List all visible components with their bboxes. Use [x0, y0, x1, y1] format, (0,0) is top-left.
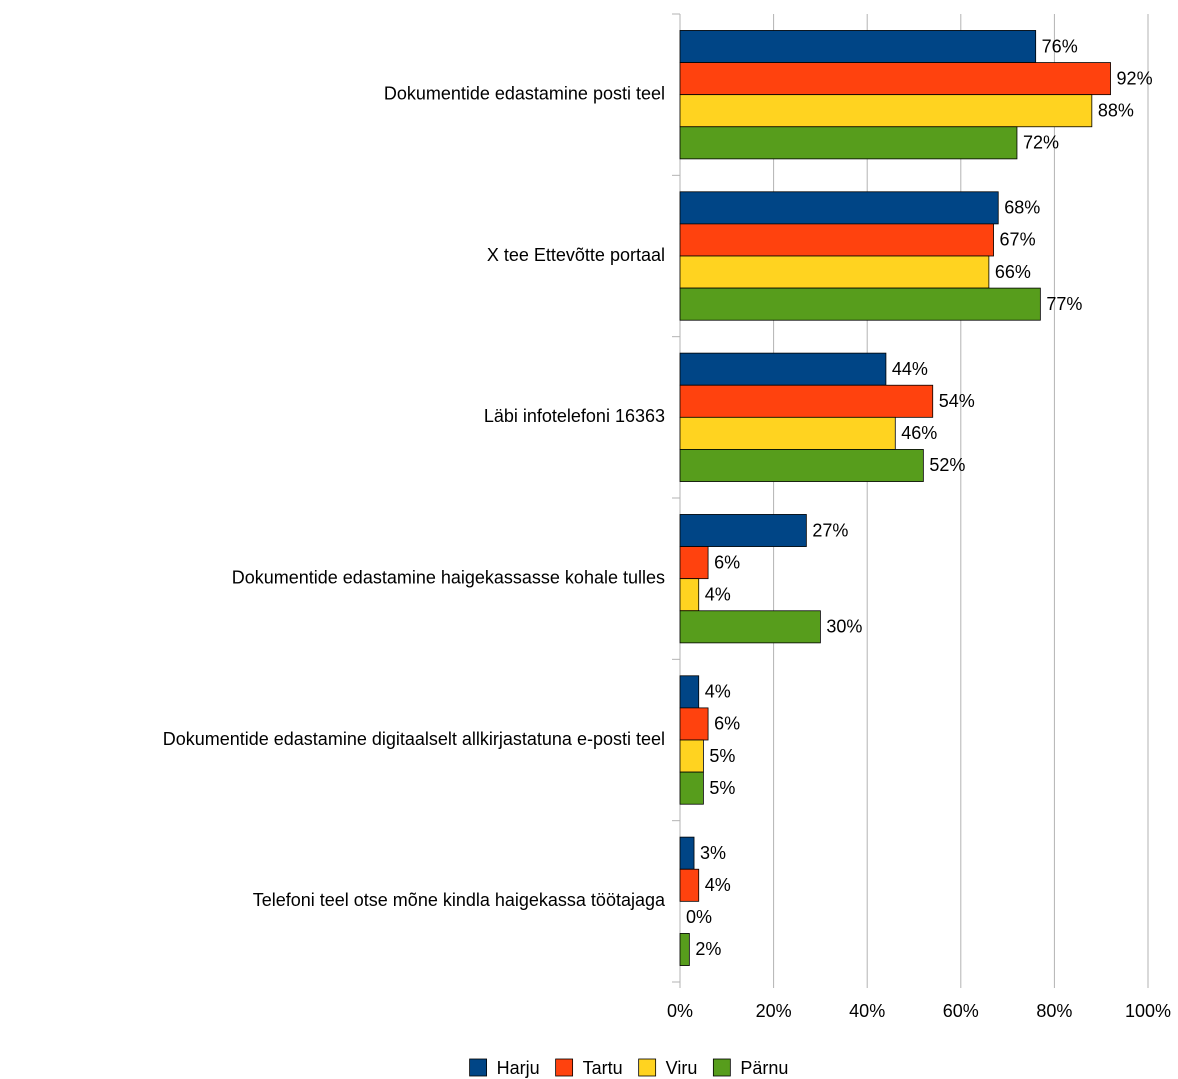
bar: [679, 416, 896, 450]
bar: [679, 739, 704, 773]
bar: [679, 384, 934, 418]
legend-item: Tartu: [555, 1058, 623, 1078]
legend-item: Harju: [469, 1058, 540, 1078]
data-label: 4%: [705, 584, 731, 604]
legend-swatch: [469, 1058, 488, 1077]
category-label: Läbi infotelefoni 16363: [484, 406, 665, 426]
legend-swatch: [555, 1058, 574, 1077]
bar: [679, 675, 700, 709]
x-tick-label: 80%: [1036, 1001, 1072, 1021]
legend-label: Viru: [666, 1058, 698, 1078]
bar: [679, 514, 807, 547]
data-label: 88%: [1098, 100, 1134, 120]
data-label: 0%: [686, 907, 712, 927]
category-label: Dokumentide edastamine digitaalselt allk…: [163, 729, 665, 749]
bar: [679, 352, 887, 386]
data-label: 72%: [1023, 133, 1059, 153]
category-label: X tee Ettevõtte portaal: [487, 245, 665, 265]
bar: [679, 30, 1037, 63]
data-label: 76%: [1042, 36, 1078, 56]
bar: [679, 255, 990, 289]
data-label: 2%: [695, 939, 721, 959]
bar: [679, 287, 1041, 321]
bar: [679, 94, 1093, 128]
bar: [679, 836, 695, 870]
data-label: 4%: [705, 875, 731, 895]
x-tick-label: 40%: [849, 1001, 885, 1021]
bar: [679, 546, 709, 580]
category-label: Telefoni teel otse mõne kindla haigekass…: [253, 890, 666, 910]
legend-item: Viru: [638, 1058, 698, 1078]
data-label: 27%: [812, 520, 848, 540]
bar: [679, 449, 924, 482]
data-label: 5%: [709, 746, 735, 766]
data-label: 5%: [709, 778, 735, 798]
data-label: 3%: [700, 843, 726, 863]
data-label: 92%: [1117, 68, 1153, 88]
bar: [679, 933, 690, 966]
data-label: 44%: [892, 359, 928, 379]
x-tick-label: 20%: [756, 1001, 792, 1021]
bar: [679, 771, 704, 805]
legend-label: Harju: [497, 1058, 540, 1078]
data-label: 67%: [1000, 230, 1036, 250]
data-label: 68%: [1004, 198, 1040, 218]
legend-swatch: [638, 1058, 657, 1077]
x-tick-label: 60%: [943, 1001, 979, 1021]
data-label: 46%: [901, 423, 937, 443]
data-label: 54%: [939, 391, 975, 411]
data-label: 4%: [705, 682, 731, 702]
data-label: 6%: [714, 552, 740, 572]
category-label: Dokumentide edastamine haigekassasse koh…: [232, 567, 665, 587]
x-tick-label: 0%: [667, 1001, 693, 1021]
bar: [679, 191, 999, 225]
category-label: Dokumentide edastamine posti teel: [384, 83, 665, 103]
x-tick-label: 100%: [1125, 1001, 1171, 1021]
bar: [679, 707, 709, 741]
data-label: 30%: [826, 617, 862, 637]
bar: [679, 126, 1018, 160]
data-label: 52%: [929, 455, 965, 475]
bar: [679, 578, 700, 612]
data-label: 77%: [1046, 294, 1082, 314]
legend-label: Tartu: [583, 1058, 623, 1078]
legend-label: Pärnu: [740, 1058, 788, 1078]
bar: [679, 62, 1111, 96]
data-label: 6%: [714, 714, 740, 734]
bar: [679, 223, 994, 257]
bar: [679, 610, 821, 644]
data-label: 66%: [995, 262, 1031, 282]
legend-swatch: [712, 1058, 731, 1077]
legend-item: Pärnu: [712, 1058, 788, 1078]
bar: [679, 868, 700, 902]
